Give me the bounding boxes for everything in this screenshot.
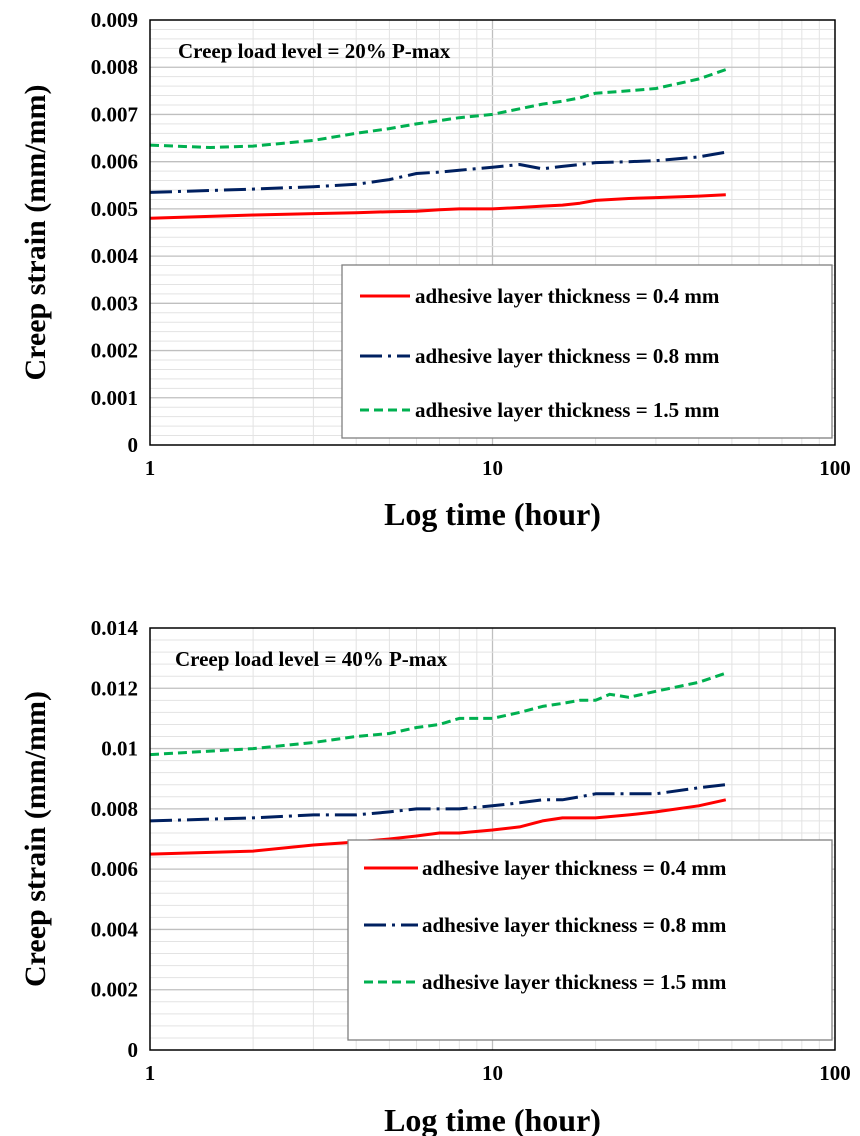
x-tick-label: 10 (482, 1061, 503, 1085)
y-tick-label: 0.002 (91, 978, 138, 1002)
y-tick-label: 0.004 (91, 917, 139, 941)
chart-panel-1: 0 0.001 0.002 0.003 0.004 0.005 0.006 0.007 0.00… (19, 8, 851, 532)
series-line-2 (149, 150, 727, 194)
legend-label-1: adhesive layer thickness = 0.4 mm (415, 284, 720, 308)
x-tick-label: 1 (145, 456, 156, 480)
legend: adhesive layer thickness = 0.4 mm adhesiv… (347, 839, 833, 1041)
x-tick-label: 1 (145, 1061, 156, 1085)
y-tick-label: 0.008 (91, 797, 138, 821)
y-tick-label: 0 (128, 1038, 139, 1062)
chart-panel-2: 0 0.002 0.004 0.006 0.008 0.01 0.012 0.014 1 10 10… (19, 616, 851, 1136)
x-tick-label: 100 (819, 456, 851, 480)
load-level-annotation: Creep load level = 40% P-max (175, 647, 448, 671)
x-tick-label: 100 (819, 1061, 851, 1085)
y-tick-label: 0.002 (91, 339, 138, 363)
y-tick-label: 0.005 (91, 197, 138, 221)
y-tick-label: 0.009 (91, 8, 138, 32)
y-tick-label: 0.006 (91, 857, 138, 881)
series-line-2 (149, 783, 726, 823)
y-tick-label: 0.007 (91, 102, 138, 126)
legend-label-3: adhesive layer thickness = 1.5 mm (415, 398, 720, 422)
y-tick-label: 0.012 (91, 676, 138, 700)
legend-box (347, 839, 833, 1041)
legend-label-1: adhesive layer thickness = 0.4 mm (422, 856, 727, 880)
legend-label-3: adhesive layer thickness = 1.5 mm (422, 970, 727, 994)
series-line-1 (149, 193, 726, 220)
legend-box (341, 264, 833, 439)
plot-frame (149, 19, 836, 446)
y-axis-title: Creep strain (mm/mm) (19, 691, 52, 987)
y-tick-label: 0.008 (91, 55, 138, 79)
y-tick-label: 0.01 (101, 737, 138, 761)
y-tick-label: 0.006 (91, 150, 138, 174)
legend: adhesive layer thickness = 0.4 mm adhesiv… (341, 264, 833, 439)
legend-label-2: adhesive layer thickness = 0.8 mm (415, 344, 720, 368)
x-tick-label: 10 (482, 456, 503, 480)
legend-label-2: adhesive layer thickness = 0.8 mm (422, 913, 727, 937)
plot-frame (149, 627, 836, 1051)
series-line-3 (149, 671, 727, 757)
y-tick-label: 0.014 (91, 616, 139, 640)
y-tick-label: 0.004 (91, 244, 139, 268)
x-axis-title: Log time (hour) (384, 496, 601, 532)
load-level-annotation: Creep load level = 20% P-max (178, 39, 451, 63)
x-axis-title: Log time (hour) (384, 1102, 601, 1136)
series-line-3 (149, 68, 727, 149)
y-tick-label: 0 (128, 433, 139, 457)
y-axis-title: Creep strain (mm/mm) (19, 84, 52, 380)
y-tick-label: 0.003 (91, 291, 138, 315)
y-tick-label: 0.001 (91, 386, 138, 410)
